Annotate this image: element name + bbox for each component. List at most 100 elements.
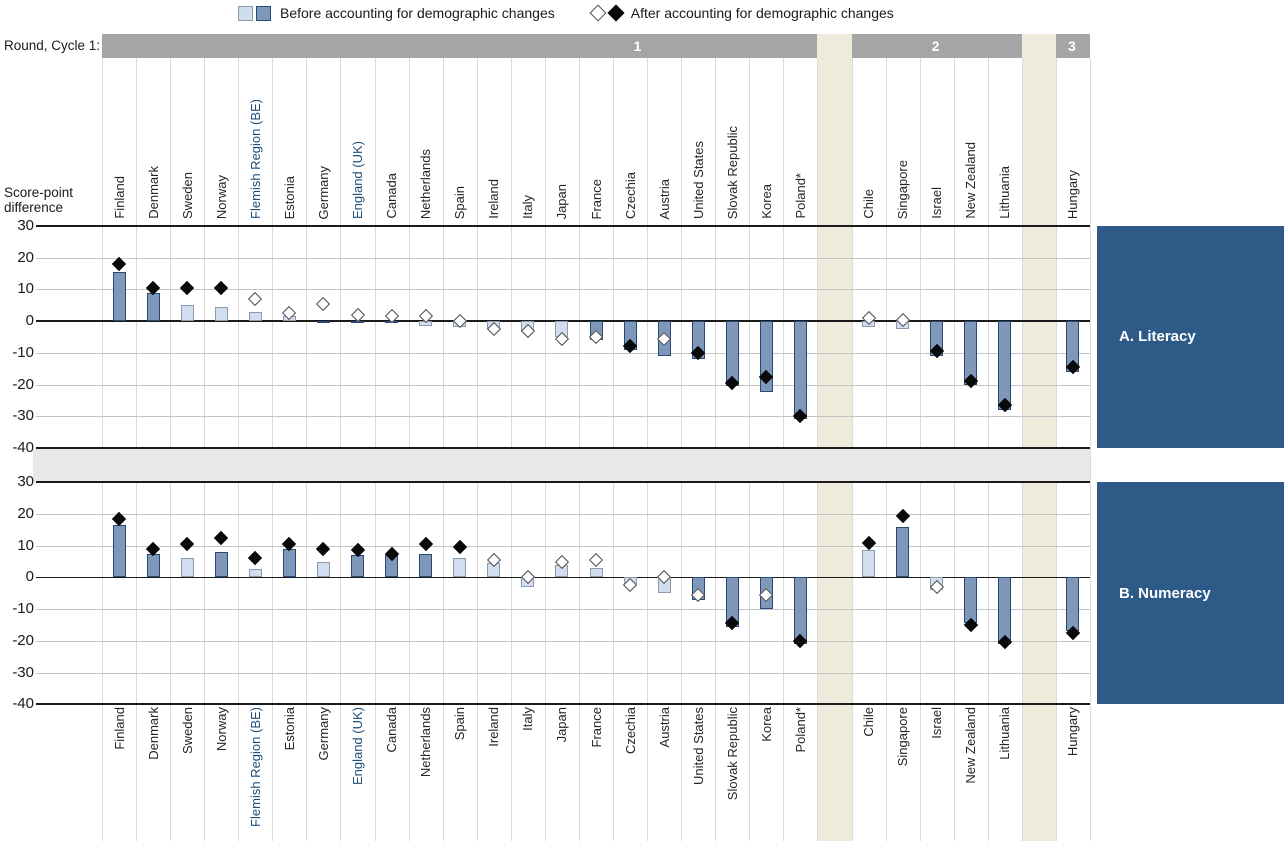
y-tick-label: -10 [12,600,34,618]
country-label-top: Poland* [792,173,808,219]
country-label-bottom: Italy [520,707,536,731]
y-tick-label: 10 [17,536,34,554]
country-label-top: Netherlands [418,148,434,219]
country-label-bottom: France [588,707,604,748]
gridline--30 [36,416,1091,418]
marker-after-literacy [248,291,263,306]
bar-before-literacy [146,292,160,322]
bar-before-numeracy [964,577,978,624]
bar-before-numeracy [180,558,194,578]
country-label-bottom: Poland* [792,707,808,753]
bar-before-literacy [316,321,330,324]
marker-after-numeracy [248,551,263,566]
zero-line [36,576,1091,579]
y-tick-label: -40 [12,695,34,713]
country-label-bottom: Czechia [622,707,638,754]
country-label-bottom: Norway [213,707,229,752]
country-label-top: Italy [520,195,536,219]
y-tick-label: 0 [25,312,34,330]
marker-after-numeracy [861,535,876,550]
y-tick-label: -30 [12,407,34,425]
country-label-bottom: Canada [384,707,400,753]
legend-filled-diamond-icon [607,4,625,22]
country-label-top: Sweden [179,172,195,219]
y-tick-label: 20 [17,504,34,522]
country-label-top: Hungary [1065,169,1081,219]
country-label-top: New Zealand [963,142,979,219]
country-label-top: Spain [452,185,468,219]
legend-after-label: After accounting for demographic changes [630,5,894,21]
gridline--30 [36,672,1091,674]
gridline-20 [36,513,1091,515]
gridline-10 [36,545,1091,547]
bar-before-literacy [180,305,194,322]
panel-bottom-line [36,446,1091,449]
country-label-top: Singapore [895,159,911,219]
country-label-top: Norway [213,174,229,219]
y-tick-label: 20 [17,248,34,266]
bar-before-numeracy [112,525,126,578]
bar-before-numeracy [351,555,365,578]
panel-label-box-numeracy: B. Numeracy [1097,482,1284,705]
country-label-bottom: Korea [758,707,774,742]
marker-after-numeracy [895,508,910,523]
country-label-bottom: Ireland [486,707,502,747]
country-label-bottom: New Zealand [963,707,979,784]
country-label-top: Finland [111,176,127,219]
country-label-top: Flemish Region (BE) [247,99,263,219]
country-label-top: Korea [758,184,774,219]
country-label-top: Estonia [281,175,297,219]
country-label-top: Chile [861,189,877,219]
panel-separator-band [33,449,1091,482]
country-label-bottom: England (UK) [350,707,366,786]
country-label-bottom: Singapore [895,707,911,767]
panel-title: B. Numeracy [1119,584,1211,602]
country-label-bottom: Sweden [179,707,195,754]
y-axis-title: Score-point difference [4,185,74,215]
gridline--10 [36,352,1091,354]
bar-before-literacy [248,311,262,322]
country-label-top: Canada [384,173,400,219]
gridline--10 [36,609,1091,611]
country-label-bottom: United States [690,707,706,786]
legend-open-diamond-icon [589,4,607,22]
country-label-bottom: Netherlands [418,707,434,778]
y-tick-label: 30 [17,216,34,234]
country-label-top: Germany [315,165,331,219]
country-label-top: Ireland [486,179,502,219]
gridline--20 [36,384,1091,386]
marker-after-numeracy [214,530,229,545]
marker-after-numeracy [418,537,433,552]
y-tick-label: -20 [12,375,34,393]
country-label-top: Austria [656,178,672,219]
gridline-10 [36,289,1091,291]
bar-before-numeracy [862,550,876,578]
marker-after-numeracy [588,552,604,568]
country-label-top: France [588,178,604,219]
bar-before-literacy [112,271,126,322]
country-label-bottom: Germany [315,707,331,761]
bar-before-numeracy [419,553,433,578]
y-tick-label: -20 [12,631,34,649]
legend-before-light-swatch-icon [238,5,253,21]
panel-top-line [36,224,1091,227]
country-label-top: Israel [929,187,945,219]
y-tick-label: -10 [12,343,34,361]
bar-before-numeracy [214,552,228,578]
panel-bottom-line [36,703,1091,706]
bar-before-numeracy [316,561,330,578]
bar-before-numeracy [1066,577,1080,632]
marker-after-literacy [180,280,195,295]
legend-before-dark-swatch-icon [256,5,271,21]
round-bar-number: 3 [1067,38,1076,54]
country-label-bottom: Flemish Region (BE) [247,707,263,827]
country-label-top: Japan [554,183,570,219]
gridline--20 [36,640,1091,642]
panel-top-line [36,481,1091,484]
bar-before-numeracy [453,558,467,578]
y-tick-label: 30 [17,473,34,491]
country-label-top: Lithuania [997,166,1013,219]
y-tick-label: -40 [12,438,34,456]
round-gap-band [1021,34,1056,841]
